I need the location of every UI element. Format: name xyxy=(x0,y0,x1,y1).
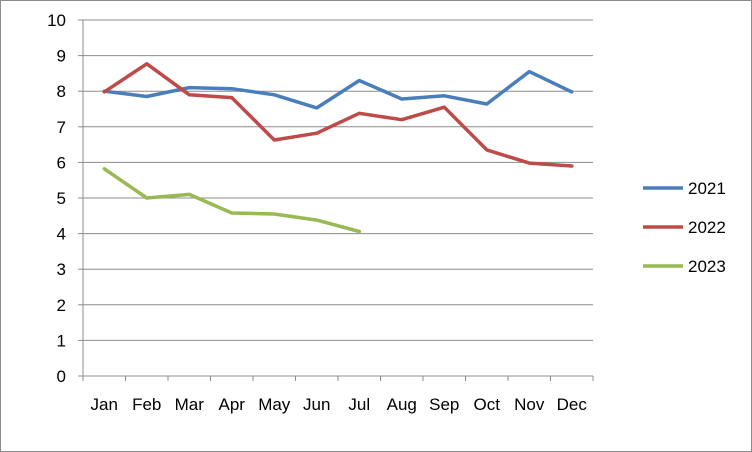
data-point-2023-mar xyxy=(188,193,191,196)
x-tick-label-aug: Aug xyxy=(387,395,417,414)
x-tick-label-sep: Sep xyxy=(429,395,459,414)
data-point-2022-jul xyxy=(358,112,361,115)
y-tick-labels: 0 1 2 3 4 5 6 7 8 9 10 xyxy=(47,11,66,386)
data-point-2022-nov xyxy=(528,162,531,165)
series-lines xyxy=(102,62,574,234)
data-point-2022-may xyxy=(273,138,276,141)
data-point-2022-oct xyxy=(485,148,488,151)
x-tick-label-may: May xyxy=(258,395,291,414)
data-point-2021-aug xyxy=(400,98,403,101)
data-point-2021-dec xyxy=(570,90,573,93)
y-tick-label: 10 xyxy=(47,11,66,30)
data-point-2022-apr xyxy=(230,96,233,99)
data-point-2023-apr xyxy=(230,211,233,214)
x-tick-label-jan: Jan xyxy=(91,395,118,414)
data-point-2021-feb xyxy=(145,95,148,98)
data-point-2022-aug xyxy=(400,118,403,121)
axes xyxy=(78,19,594,381)
data-point-2023-jan xyxy=(103,167,106,170)
y-tick-label: 3 xyxy=(57,260,66,279)
legend: 2021 2022 2023 xyxy=(643,179,726,276)
data-point-2021-oct xyxy=(485,103,488,106)
data-point-2022-sep xyxy=(443,106,446,109)
x-tick-label-apr: Apr xyxy=(219,395,246,414)
y-tick-label: 6 xyxy=(57,153,66,172)
y-tick-label: 7 xyxy=(57,118,66,137)
series-line-2021 xyxy=(102,69,574,110)
data-point-2021-sep xyxy=(443,94,446,97)
data-point-2022-jan xyxy=(103,90,106,93)
data-point-2023-jun xyxy=(315,219,318,222)
legend-label-2023: 2023 xyxy=(688,257,726,276)
legend-label-2022: 2022 xyxy=(688,218,726,237)
x-tick-label-jul: Jul xyxy=(348,395,370,414)
legend-label-2021: 2021 xyxy=(688,179,726,198)
gridlines xyxy=(83,19,593,341)
y-tick-label: 1 xyxy=(57,331,66,350)
y-tick-label: 9 xyxy=(57,47,66,66)
data-point-2022-feb xyxy=(145,62,148,65)
data-point-2021-jul xyxy=(358,79,361,82)
x-tick-label-feb: Feb xyxy=(132,395,161,414)
data-point-2022-mar xyxy=(188,93,191,96)
x-tick-label-jun: Jun xyxy=(303,395,330,414)
data-point-2023-jul xyxy=(358,230,361,233)
data-point-2021-jun xyxy=(315,106,318,109)
data-point-2022-jun xyxy=(315,132,318,135)
y-tick-label: 8 xyxy=(57,82,66,101)
y-tick-label: 2 xyxy=(57,296,66,315)
series-line-2022 xyxy=(102,62,574,168)
x-tick-label-mar: Mar xyxy=(175,395,205,414)
x-tick-label-dec: Dec xyxy=(557,395,588,414)
x-tick-label-nov: Nov xyxy=(514,395,545,414)
data-point-2022-dec xyxy=(570,164,573,167)
data-point-2021-may xyxy=(273,93,276,96)
y-tick-label: 4 xyxy=(57,225,66,244)
data-point-2021-mar xyxy=(188,86,191,89)
series-line-2023 xyxy=(102,167,362,234)
data-point-2023-may xyxy=(273,213,276,216)
data-point-2021-nov xyxy=(528,70,531,73)
y-tick-label: 5 xyxy=(57,189,66,208)
data-point-2023-feb xyxy=(145,197,148,200)
x-tick-labels: Jan Feb Mar Apr May Jun Jul Aug Sep Oct Nov Dec xyxy=(91,395,588,414)
x-tick-label-oct: Oct xyxy=(474,395,501,414)
y-tick-label: 0 xyxy=(57,367,66,386)
data-point-2021-apr xyxy=(230,87,233,90)
